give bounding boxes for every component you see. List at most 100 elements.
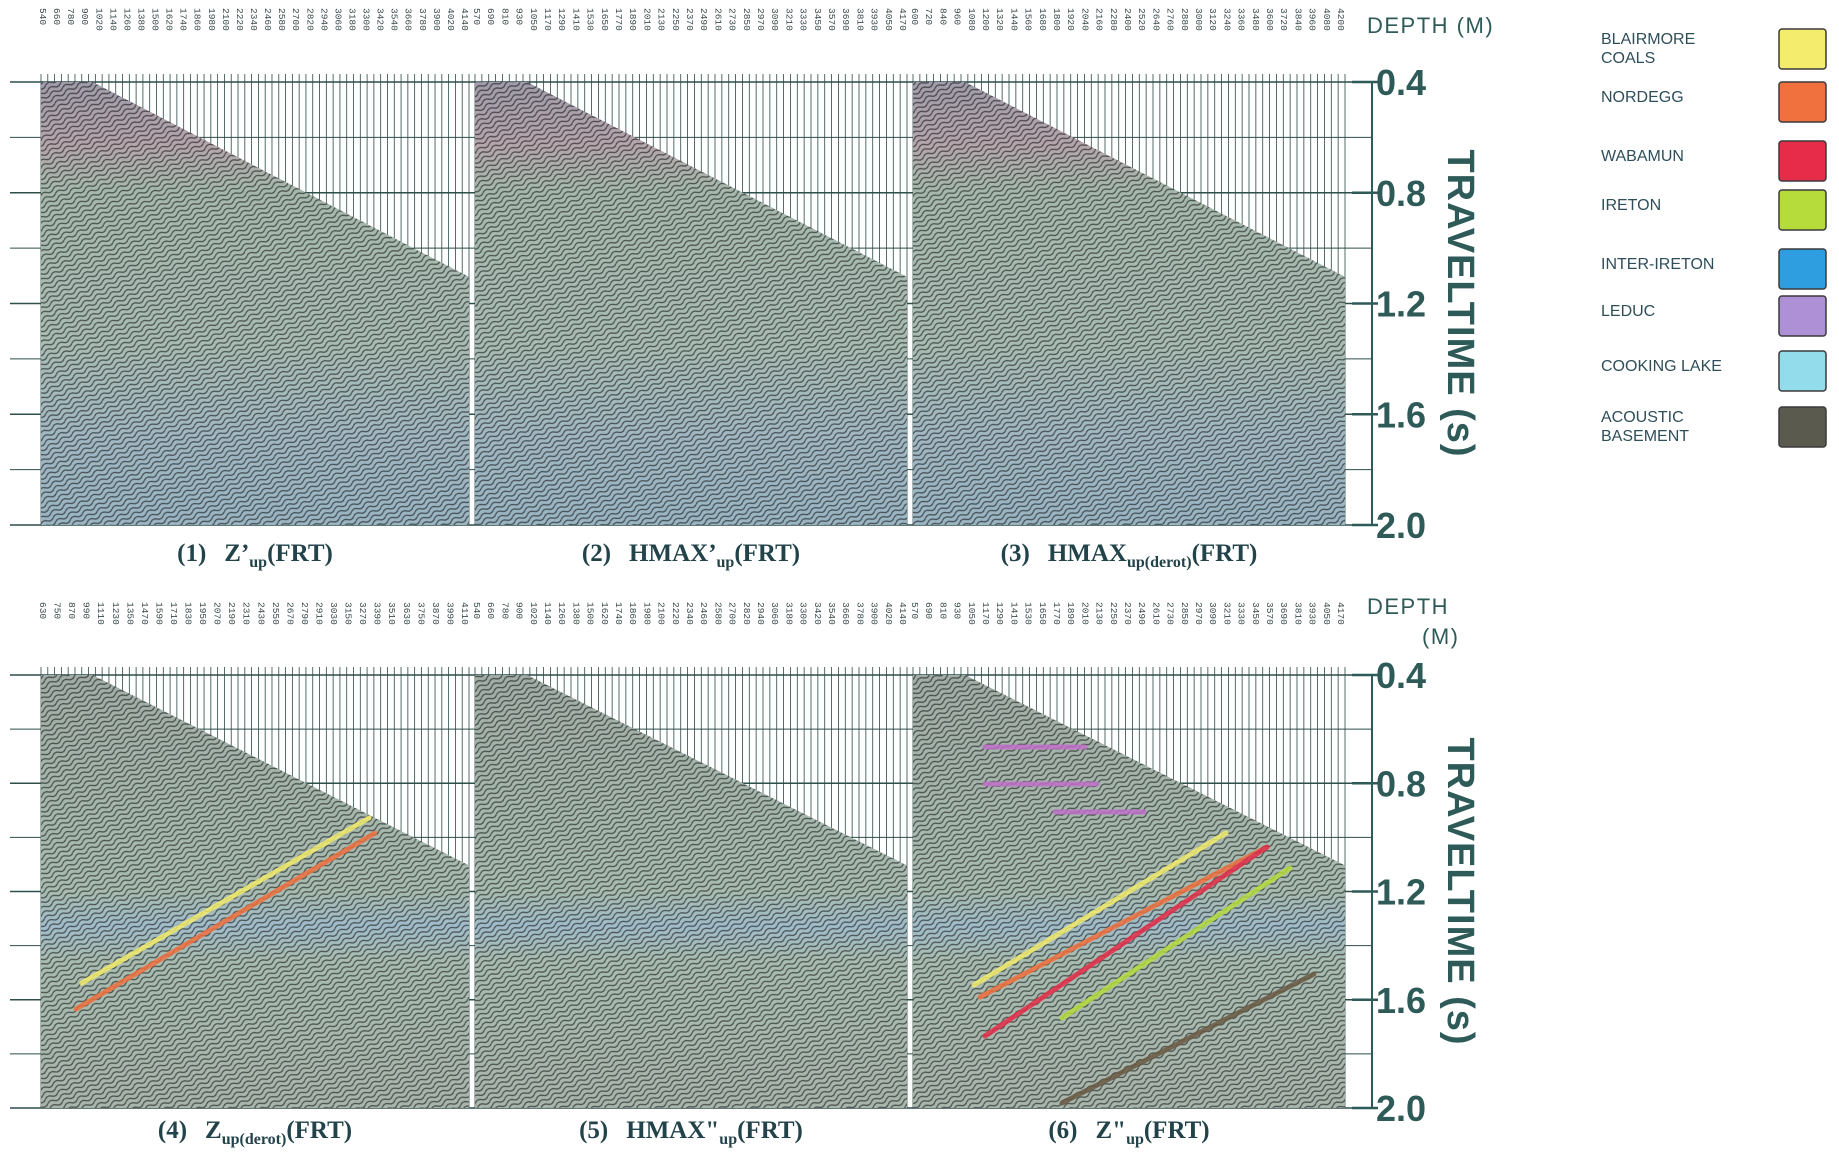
legend-label: COOKING LAKE (1601, 358, 1722, 375)
horizon (977, 844, 1270, 1000)
depth-label: 1770 (613, 8, 624, 31)
legend-swatch (1778, 28, 1827, 70)
legend-label: ACOUSTIC (1601, 409, 1684, 426)
panel-caption: (4) Zup(derot)(FRT) (158, 1117, 352, 1148)
time-tick-label: 1.6 (1376, 980, 1426, 1021)
depth-label: 1290 (556, 8, 567, 31)
depth-label: 3540 (389, 8, 400, 31)
depth-label: 1800 (1051, 8, 1062, 31)
depth-label: 660 (485, 602, 496, 619)
depth-label: 3420 (812, 602, 823, 625)
depth-label: 2280 (1108, 8, 1119, 31)
depth-label: 2460 (698, 602, 709, 625)
depth-label: 810 (499, 8, 510, 25)
depth-label: 840 (937, 8, 948, 25)
depth-label: 3900 (869, 602, 880, 625)
depth-label: 1860 (627, 602, 638, 625)
depth-label: 1740 (613, 602, 624, 625)
depth-label: 4020 (445, 8, 456, 31)
seismic-panel (40, 667, 470, 1108)
depth-label: 1770 (1051, 602, 1062, 625)
depth-label: 2790 (299, 602, 310, 625)
depth-label: 1020 (93, 8, 104, 31)
depth-label: 1110 (95, 602, 106, 625)
depth-label: 3660 (840, 602, 851, 625)
depth-label: 3180 (346, 8, 357, 31)
depth-label: 1740 (178, 8, 189, 31)
depth-label: 3810 (1292, 602, 1303, 625)
caption-main: Z" (1096, 1117, 1127, 1144)
depth-label: 2100 (656, 602, 667, 625)
depth-label: 4140 (459, 8, 470, 31)
legend-label: NORDEGG (1601, 89, 1684, 106)
depth-label: 1620 (599, 602, 610, 625)
depth-label: 690 (485, 8, 496, 25)
caption-main: Z (205, 1117, 222, 1144)
legend-swatch (1778, 81, 1827, 123)
time-tick-label: 0.8 (1376, 763, 1426, 804)
depth-label: 3480 (1250, 8, 1261, 31)
depth-label: 1410 (570, 8, 581, 31)
depth-label: 2910 (313, 602, 324, 625)
depth-label: 2340 (248, 8, 259, 31)
depth-label: 2010 (1079, 602, 1090, 625)
time-axis-label: TRAVELTIME (s) (1439, 737, 1481, 1045)
legend-swatch (1778, 140, 1827, 182)
depth-label: 2100 (220, 8, 231, 31)
depth-label: 3240 (1221, 8, 1232, 31)
caption-main: HMAX (1048, 540, 1127, 567)
depth-label: 1950 (197, 602, 208, 625)
depth-label: 3720 (1278, 8, 1289, 31)
depth-label: 4170 (1335, 602, 1346, 625)
panel-caption: (2) HMAX’up(FRT) (582, 540, 800, 571)
caption-tail: (FRT) (286, 1117, 352, 1144)
depth-label: 3930 (1307, 602, 1318, 625)
depth-label: 1500 (585, 602, 596, 625)
caption-tail: (FRT) (734, 540, 800, 567)
legend-label: LEDUC (1601, 303, 1655, 320)
seismic-panel (474, 74, 908, 525)
depth-label: 2970 (755, 8, 766, 31)
depth-label: 4050 (1321, 602, 1332, 625)
caption-tail: (FRT) (1192, 540, 1258, 567)
depth-label: 1560 (1023, 8, 1034, 31)
depth-label: 1380 (570, 602, 581, 625)
horizon (1059, 865, 1293, 1021)
legend-swatch (1778, 189, 1827, 231)
caption-tail: (FRT) (1144, 1117, 1210, 1144)
depth-label: 1890 (627, 8, 638, 31)
caption-number: (5) (579, 1117, 608, 1144)
depth-label: 2490 (1136, 602, 1147, 625)
depth-label: 4110 (459, 602, 470, 625)
depth-label: 2370 (1122, 602, 1133, 625)
depth-axis-label: DEPTH (1367, 594, 1449, 619)
depth-label: 660 (51, 8, 62, 25)
depth-label: 810 (937, 602, 948, 619)
depth-label: 1530 (1023, 602, 1034, 625)
depth-label: 3780 (854, 602, 865, 625)
depth-label: 1620 (164, 8, 175, 31)
legend-label: INTER-IRETON (1601, 256, 1714, 273)
depth-label: 2310 (241, 602, 252, 625)
caption-number: (1) (177, 540, 206, 567)
depth-axis-label: (M) (1422, 624, 1459, 649)
depth-label: 3210 (1221, 602, 1232, 625)
depth-label: 3090 (1207, 602, 1218, 625)
depth-label: 2970 (1193, 602, 1204, 625)
seismic-panel (474, 667, 908, 1108)
time-tick-label: 0.4 (1376, 62, 1426, 103)
depth-label: 540 (471, 602, 482, 619)
depth-label: 1830 (183, 602, 194, 625)
caption-sub: up(derot) (1127, 554, 1192, 571)
depth-label: 3690 (840, 8, 851, 31)
depth-label: 2220 (670, 602, 681, 625)
panel-caption: (6) Z"up(FRT) (1048, 1117, 1209, 1148)
legend-swatch (1778, 248, 1827, 290)
depth-label: 3000 (1193, 8, 1204, 31)
caption-sub: up (719, 1131, 737, 1148)
time-tick-label: 2.0 (1376, 1088, 1426, 1129)
depth-label: 990 (81, 602, 92, 619)
time-tick-label: 1.2 (1376, 872, 1426, 913)
panel-caption: (5) HMAX"up(FRT) (579, 1117, 803, 1148)
depth-label: 3270 (357, 602, 368, 625)
